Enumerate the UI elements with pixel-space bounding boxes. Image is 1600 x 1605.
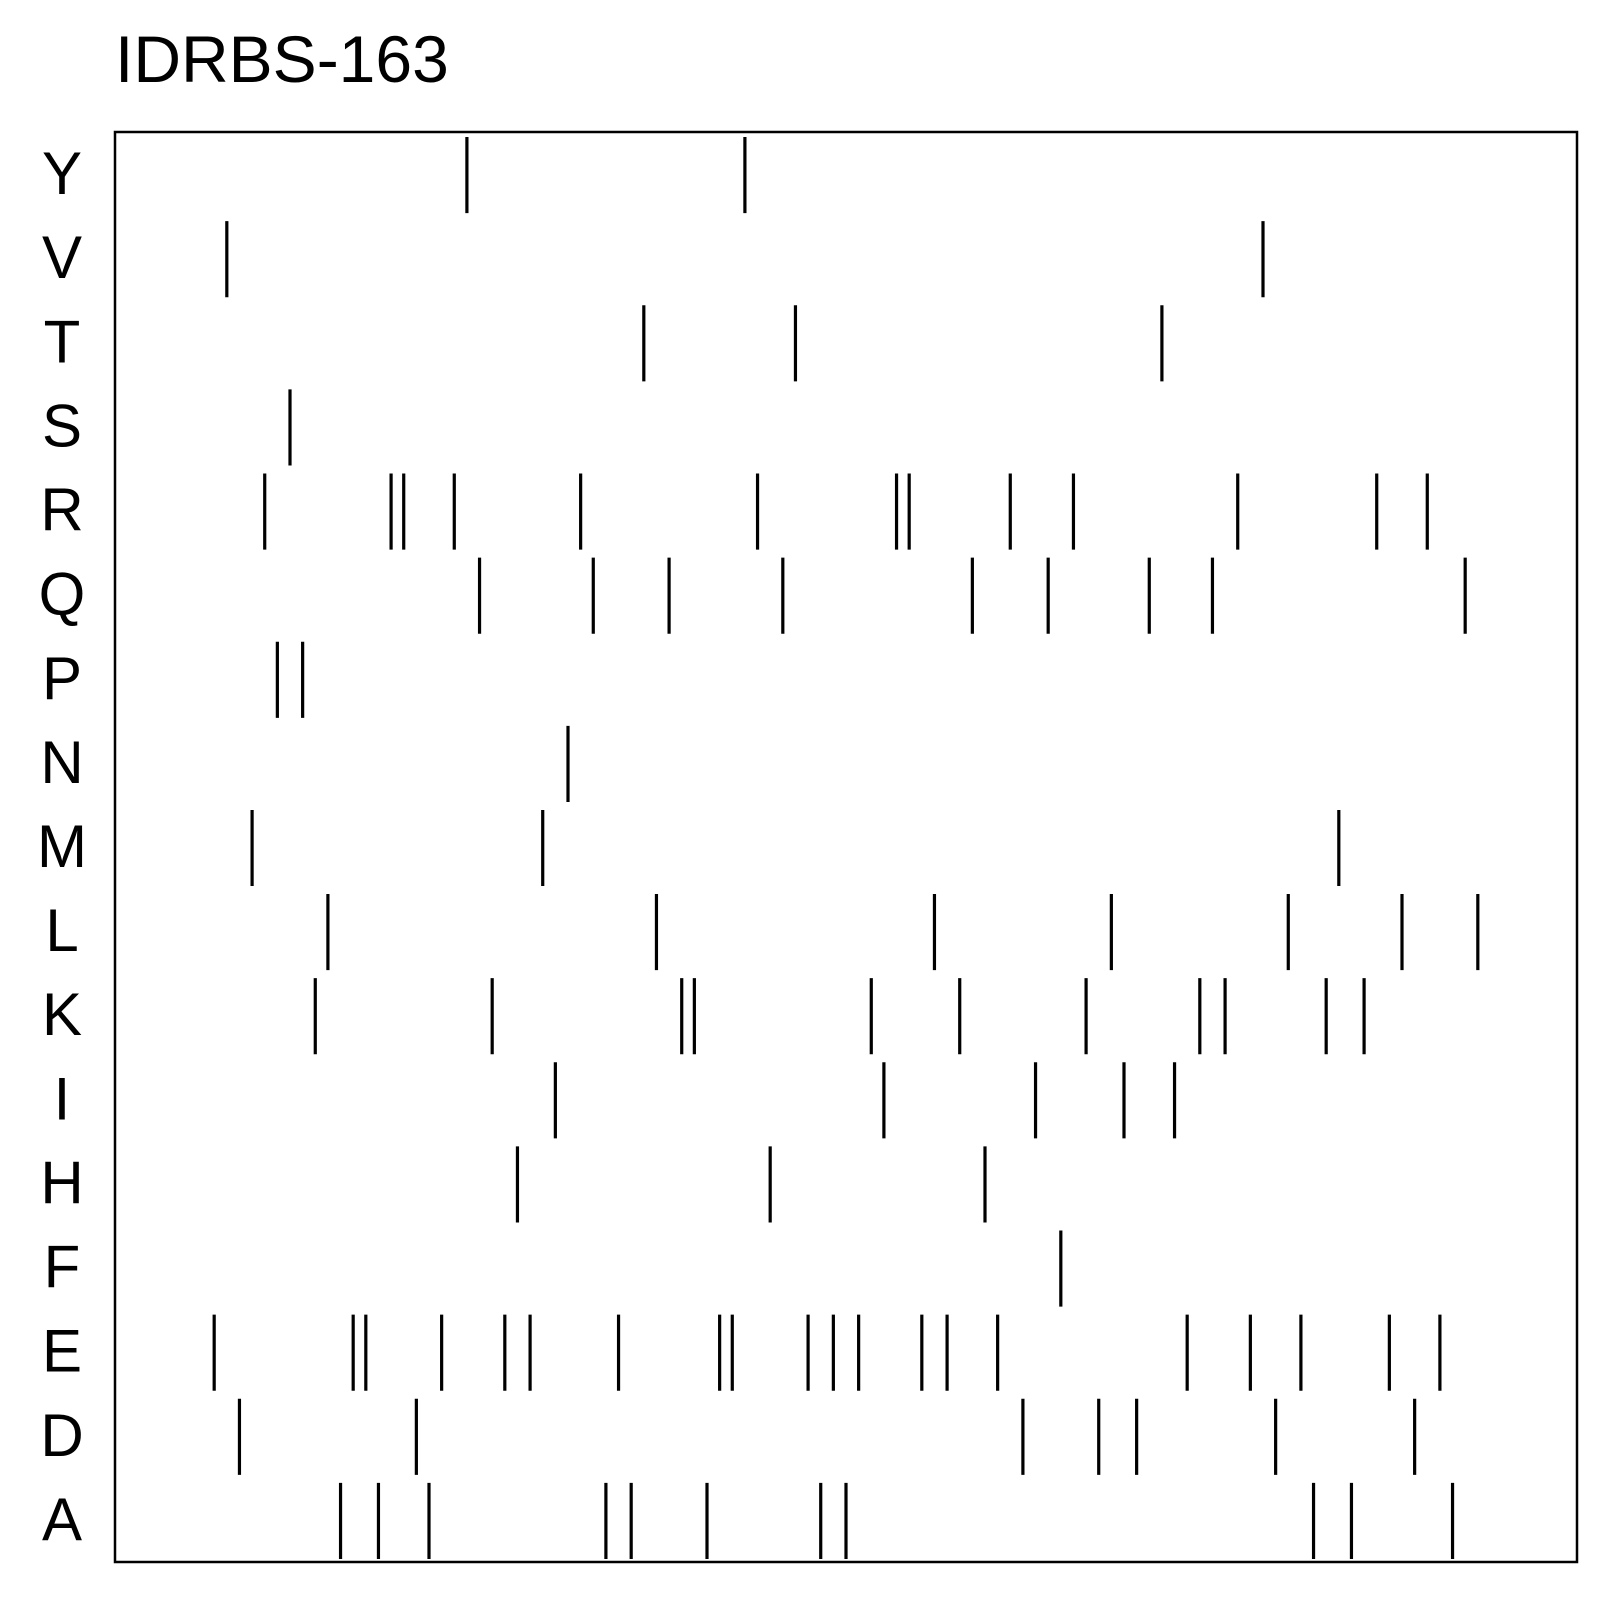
category-label-y: Y — [42, 140, 82, 207]
chart-marks — [212, 137, 1480, 1559]
chart-title: IDRBS-163 — [115, 22, 449, 96]
category-label-e: E — [42, 1318, 82, 1385]
category-label-s: S — [42, 392, 82, 459]
category-label-t: T — [44, 308, 81, 375]
category-label-f: F — [44, 1234, 81, 1301]
category-label-r: R — [40, 477, 83, 544]
category-label-m: M — [37, 813, 87, 880]
category-label-p: P — [42, 645, 82, 712]
category-label-k: K — [42, 981, 82, 1048]
category-label-q: Q — [39, 561, 86, 628]
category-label-h: H — [40, 1149, 83, 1216]
category-label-n: N — [40, 729, 83, 796]
category-label-a: A — [42, 1486, 82, 1553]
plot-area-frame — [113, 130, 1579, 1564]
category-label-l: L — [45, 897, 78, 964]
category-label-v: V — [42, 224, 82, 291]
category-label-i: I — [54, 1065, 71, 1132]
category-label-d: D — [40, 1402, 83, 1469]
